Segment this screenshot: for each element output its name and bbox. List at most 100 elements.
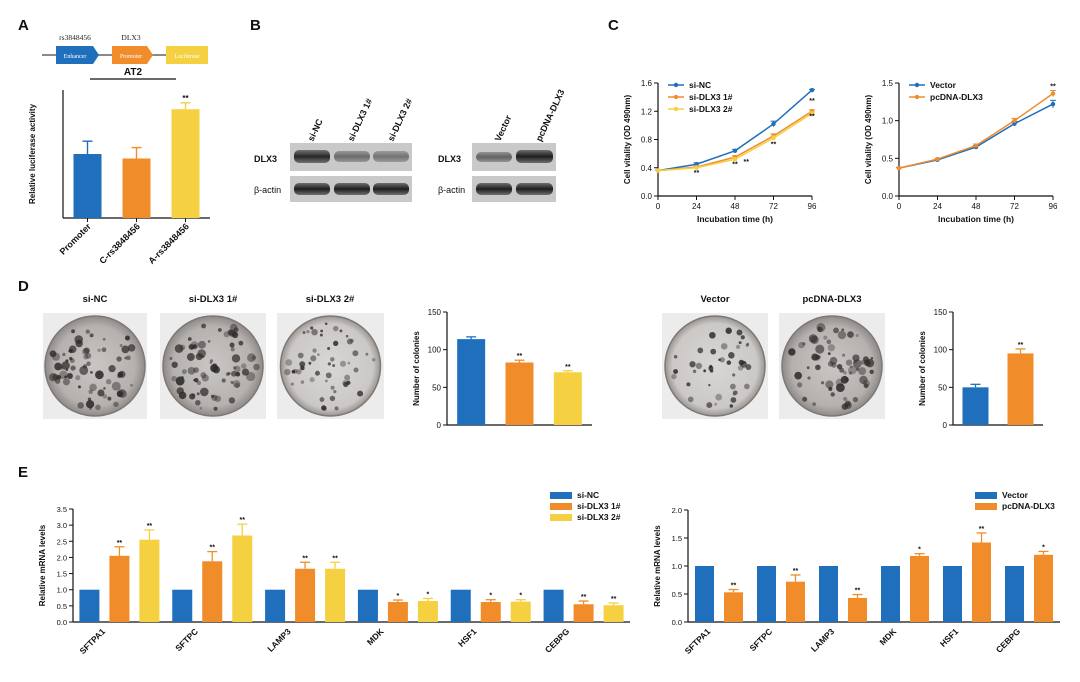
bar [972, 542, 991, 622]
colony [59, 370, 68, 380]
blot-band [373, 151, 409, 162]
colony [102, 337, 106, 341]
colony [121, 345, 130, 354]
colony [732, 392, 736, 396]
colony [181, 376, 184, 379]
colony [738, 341, 742, 345]
bar [881, 566, 900, 622]
colony [186, 353, 195, 361]
y-tick-label: 100 [934, 346, 948, 355]
colony [843, 370, 847, 375]
x-tick-label: 0 [656, 202, 661, 211]
colony [726, 360, 732, 365]
colony [706, 402, 713, 409]
colony [70, 358, 75, 364]
colony [736, 329, 743, 336]
colony [327, 362, 331, 366]
colony [64, 375, 68, 379]
western-blot-knockdown: si-NC si-DLX3 1# si-DLX3 2# DLX3 β-actin [254, 97, 414, 202]
x-tick-label: HSF1 [456, 626, 479, 649]
colony [69, 356, 73, 361]
colony [284, 368, 291, 376]
plate-label: si-NC [83, 294, 108, 305]
data-point [1012, 118, 1017, 123]
colony [347, 361, 351, 365]
significance-mark: ** [581, 594, 587, 601]
plate-label: pcDNA-DLX3 [802, 294, 861, 305]
x-tick-label: MDK [365, 626, 386, 647]
colony [836, 383, 845, 393]
x-tick-label: SFTPA1 [77, 626, 107, 656]
colony [90, 370, 93, 374]
y-tick-label: 2.0 [57, 553, 67, 562]
y-axis-title: Relative luciferase activity [28, 103, 37, 204]
colony [327, 346, 331, 350]
colony [855, 367, 860, 371]
data-point [732, 148, 738, 153]
data-point [732, 157, 738, 162]
colony [827, 344, 835, 352]
colony [863, 379, 870, 387]
colony [285, 359, 293, 366]
colony [189, 393, 196, 400]
legend-label: si-DLX3 2# [689, 104, 733, 114]
colony [342, 380, 348, 386]
x-tick-label: SFTPA1 [683, 626, 713, 656]
colony [806, 366, 810, 370]
culture-plate [279, 315, 382, 417]
y-tick-label: 1.5 [672, 534, 682, 543]
significance-mark: ** [694, 170, 700, 177]
significance-mark: ** [809, 113, 815, 120]
colony [107, 396, 112, 401]
colony [211, 395, 215, 399]
colony [246, 371, 256, 382]
legend-swatch-marker [673, 106, 679, 112]
promoter-label: Promoter [120, 54, 142, 60]
colony [746, 342, 750, 346]
chart-d-overexpression-colonies: 0 50 100 150 Number of colonies ** [918, 308, 1043, 430]
colony [692, 369, 697, 374]
colony [238, 340, 244, 346]
colony [816, 354, 821, 360]
colony [306, 329, 310, 334]
bar [73, 154, 102, 218]
colony [831, 362, 837, 368]
significance-mark: ** [809, 98, 815, 105]
y-tick-label: 0 [943, 421, 948, 430]
colony [807, 376, 811, 380]
bar [172, 589, 193, 622]
legend-label: si-NC [577, 490, 599, 500]
y-axis-title: Number of colonies [412, 331, 421, 406]
colony [97, 389, 105, 397]
bar [295, 568, 316, 622]
colony [231, 354, 241, 363]
colony [810, 335, 819, 345]
colony [130, 383, 134, 387]
colony [870, 357, 874, 360]
colony [332, 325, 339, 332]
colony [709, 331, 716, 339]
colony [196, 392, 200, 396]
colony [842, 353, 846, 357]
colony [300, 365, 305, 371]
colony-plate-photos [43, 313, 885, 419]
colony [111, 381, 121, 391]
significance-mark: ** [302, 555, 308, 562]
colony [860, 359, 866, 365]
y-tick-label: 0.0 [57, 618, 67, 627]
bar [505, 362, 534, 425]
colony [689, 361, 696, 368]
colony [227, 372, 231, 376]
bar [1005, 566, 1024, 622]
significance-mark: ** [332, 555, 338, 562]
colony [365, 352, 369, 356]
colony [292, 368, 298, 374]
data-point [1050, 101, 1056, 107]
colony [56, 375, 62, 380]
bar [79, 589, 100, 622]
colony [845, 378, 850, 382]
colony [77, 402, 84, 409]
colony [175, 378, 184, 386]
colony [811, 353, 819, 361]
chart-c-knockdown-growth: 0.0 0.4 0.8 1.2 1.6 Cell vitality (OD 490nm) 0… [623, 79, 817, 224]
